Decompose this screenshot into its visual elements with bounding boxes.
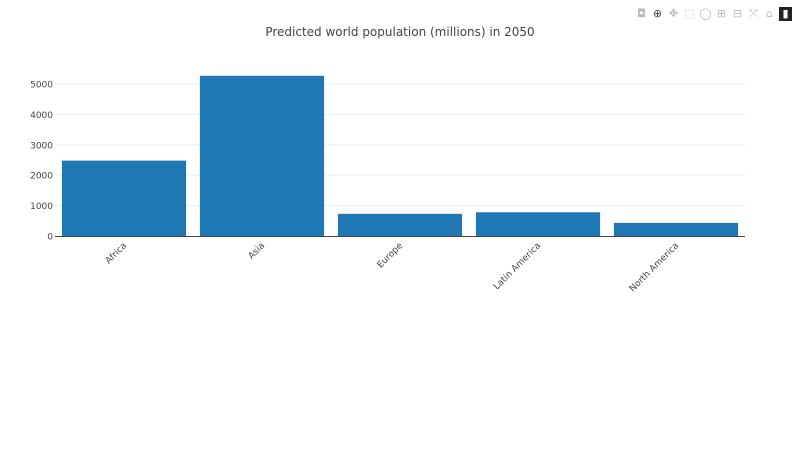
chart-title: Predicted world population (millions) in… (265, 25, 535, 39)
box-select-icon[interactable]: ⬚ (684, 7, 695, 20)
bar-europe (337, 213, 463, 236)
plotly-logo-icon: ▮ (779, 7, 792, 21)
y-tick-label: 2000 (30, 172, 53, 182)
x-tick-label: Africa (104, 241, 129, 266)
bar-asia (199, 75, 325, 237)
y-tick-label: 5000 (30, 81, 53, 91)
modebar: ◘ ⊕ ✥ ⬚ ◯ ⊞ ⊟ ⤧ ⌂ ▮ (635, 7, 792, 21)
y-tick-label: 3000 (30, 141, 53, 151)
zoom-out-icon[interactable]: ⊟ (732, 7, 743, 20)
x-tick-label: Asia (247, 241, 267, 261)
x-tick-label: Latin America (492, 241, 543, 292)
bar-africa (61, 160, 187, 236)
home-icon[interactable]: ⌂ (766, 7, 773, 20)
bar-north-america (613, 222, 739, 236)
y-tick-label: 1000 (30, 202, 53, 212)
lasso-icon[interactable]: ◯ (699, 7, 712, 20)
zoom-in-icon[interactable]: ⊞ (716, 7, 727, 20)
y-tick-label: 0 (47, 233, 53, 243)
x-tick-label: Europe (376, 241, 406, 271)
zoom-icon[interactable]: ⊕ (652, 7, 663, 20)
camera-icon[interactable]: ◘ (637, 7, 646, 20)
autoscale-icon[interactable]: ⤧ (749, 7, 758, 20)
pan-icon[interactable]: ✥ (668, 7, 679, 20)
x-tick-label: North America (628, 241, 681, 294)
y-tick-label: 4000 (30, 111, 53, 121)
bar-latin-america (475, 212, 601, 236)
